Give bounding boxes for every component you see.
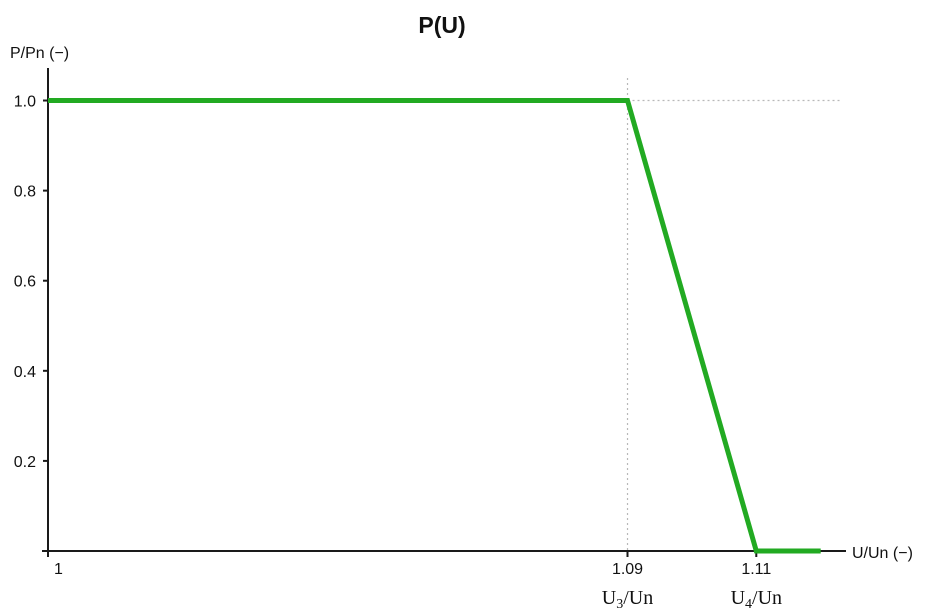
y-tick-label: 0.6 [14,274,36,291]
x-axis-label: U/Un (−) [852,545,913,562]
sublabel-subscript: 4 [745,597,752,608]
y-tick-label: 0.2 [14,454,36,471]
y-tick-label: 1.0 [14,94,36,111]
x-tick-label: 1 [54,561,63,578]
x-tick-label: 1.11 [741,561,771,578]
sublabel-base: U [602,587,617,608]
chart-title: P(U) [418,12,465,38]
y-tick-label: 0.8 [14,184,36,201]
x-tick-label: 1.09 [612,561,643,578]
series-line [48,98,821,554]
sublabel-rest: /Un [752,587,782,608]
sublabel-subscript: 3 [616,597,623,608]
sublabel-base: U [731,587,746,608]
sublabel-rest: /Un [623,587,653,608]
x-tick-sublabel: U3/Un [602,587,653,608]
y-axis-label: P/Pn (−) [10,45,69,62]
x-tick-sublabel: U4/Un [731,587,782,608]
y-tick-label: 0.4 [14,364,36,381]
